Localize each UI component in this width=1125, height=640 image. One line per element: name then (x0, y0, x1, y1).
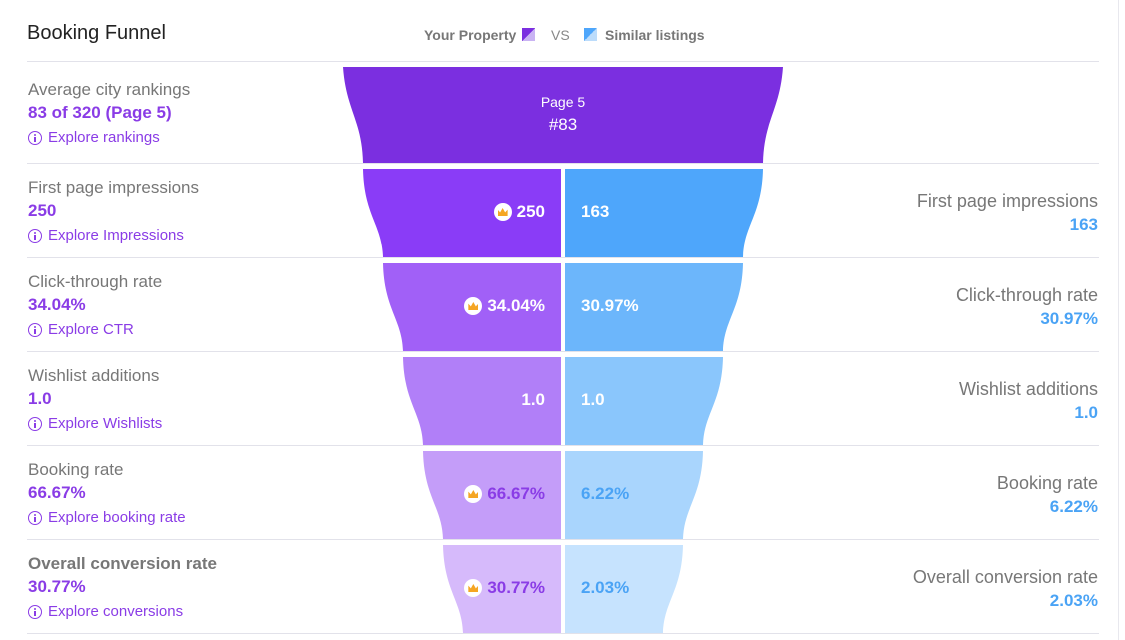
explore-rankings-link[interactable]: Explore rankings (28, 127, 348, 149)
explore-conversions-link[interactable]: Explore conversions (28, 601, 348, 623)
similar-metric-first-page-impressions: First page impressions 163 (778, 189, 1098, 237)
your-ctr-value: 34.04% (383, 296, 545, 316)
legend-your-property: Your Property (424, 27, 517, 43)
funnel-segment-similar-booking (565, 451, 703, 539)
funnel-segment-your-conversion (443, 545, 561, 633)
similar-metric-label: First page impressions (916, 191, 1098, 211)
funnel-segment-top (343, 67, 783, 163)
similar-impressions-value: 163 (581, 202, 610, 221)
explore-booking-rate-link[interactable]: Explore booking rate (28, 507, 348, 529)
card-border (1118, 0, 1119, 640)
metric-booking-rate: Booking rate 66.67% Explore booking rate (28, 459, 348, 529)
metric-label: Wishlist additions (28, 366, 160, 385)
explore-link-text: Explore booking rate (48, 509, 186, 526)
similar-metric-value: 2.03% (1049, 591, 1098, 610)
funnel-segment-similar-wishlists (565, 357, 723, 445)
metric-wishlist-additions: Wishlist additions 1.0 Explore Wishlists (28, 365, 348, 435)
legend: Your Property VS Similar listings (0, 27, 1125, 47)
similar-ctr-value: 30.97% (581, 296, 639, 315)
similar-metric-label: Overall conversion rate (912, 567, 1098, 587)
metric-label: Average city rankings (28, 80, 191, 99)
info-icon (28, 511, 42, 525)
your-wishlists-value: 1.0 (521, 390, 545, 409)
explore-link-text: Explore rankings (48, 129, 160, 146)
similar-metric-value: 30.97% (1040, 309, 1098, 328)
metric-label: Overall conversion rate (28, 554, 217, 573)
funnel-segment-your-wishlists (403, 357, 561, 445)
similar-booking-rate-value: 6.22% (581, 484, 630, 503)
explore-link-text: Explore CTR (48, 321, 134, 338)
metric-overall-conversion-rate: Overall conversion rate 30.77% Explore c… (28, 553, 348, 623)
metric-value: 66.67% (28, 483, 86, 502)
explore-ctr-link[interactable]: Explore CTR (28, 319, 348, 341)
similar-metric-label: Booking rate (996, 473, 1098, 493)
info-icon (28, 131, 42, 145)
metric-value: 83 of 320 (Page 5) (28, 103, 172, 122)
divider (27, 445, 1099, 446)
similar-wishlists-value: 1.0 (581, 390, 605, 409)
divider (27, 539, 1099, 540)
divider (27, 163, 1099, 164)
explore-link-text: Explore Impressions (48, 227, 184, 244)
info-icon (28, 417, 42, 431)
metric-value: 250 (28, 201, 57, 220)
metric-value: 1.0 (28, 389, 52, 408)
explore-link-text: Explore conversions (48, 603, 184, 620)
similar-metric-click-through-rate: Click-through rate 30.97% (778, 283, 1098, 331)
funnel-segment-your-booking (423, 451, 561, 539)
legend-vs: VS (551, 27, 570, 43)
info-icon (28, 323, 42, 337)
metric-label: First page impressions (28, 178, 200, 197)
metric-click-through-rate: Click-through rate 34.04% Explore CTR (28, 271, 348, 341)
explore-link-text: Explore Wishlists (48, 415, 163, 432)
legend-similar-listings: Similar listings (605, 27, 705, 43)
similar-metric-value: 1.0 (1074, 403, 1098, 422)
legend-your-swatch-icon (522, 28, 535, 41)
metric-label: Click-through rate (28, 272, 163, 291)
info-icon (28, 605, 42, 619)
crown-icon (464, 485, 483, 503)
metric-average-city-rankings: Average city rankings 83 of 320 (Page 5)… (28, 79, 348, 149)
legend-similar-swatch-icon (584, 28, 597, 41)
similar-metric-overall-conversion-rate: Overall conversion rate 2.03% (778, 565, 1098, 613)
similar-metric-value: 163 (1069, 215, 1098, 234)
funnel-segment-similar-conversion (565, 545, 683, 633)
similar-metric-booking-rate: Booking rate 6.22% (778, 471, 1098, 519)
divider (27, 351, 1099, 352)
divider (27, 633, 1099, 634)
funnel-segment-your-impressions (363, 169, 561, 257)
similar-metric-label: Click-through rate (955, 285, 1098, 305)
funnel-segment-similar-ctr (565, 263, 743, 351)
crown-icon (464, 297, 483, 315)
funnel-segment-similar-impressions (565, 169, 763, 257)
your-conversion-value: 30.77% (443, 578, 545, 598)
metric-value: 30.77% (28, 577, 86, 596)
your-booking-rate-value: 66.67% (423, 484, 545, 504)
funnel-top-rank: #83 (548, 115, 578, 134)
metric-value: 34.04% (28, 295, 86, 314)
explore-wishlists-link[interactable]: Explore Wishlists (28, 413, 348, 435)
info-icon (28, 229, 42, 243)
crown-icon (493, 203, 512, 221)
similar-metric-label: Wishlist additions (958, 379, 1098, 399)
similar-conversion-value: 2.03% (581, 578, 630, 597)
similar-metric-value: 6.22% (1049, 497, 1098, 516)
page-title: Booking Funnel (27, 22, 166, 44)
funnel-top-page: Page 5 (540, 94, 586, 110)
crown-icon (464, 579, 483, 597)
your-impressions-value: 250 (363, 202, 545, 222)
funnel-top-label: Page 5 #83 (363, 92, 763, 138)
explore-impressions-link[interactable]: Explore Impressions (28, 225, 348, 247)
metric-first-page-impressions: First page impressions 250 Explore Impre… (28, 177, 348, 247)
divider (27, 61, 1099, 62)
similar-metric-wishlist-additions: Wishlist additions 1.0 (778, 377, 1098, 425)
divider (27, 257, 1099, 258)
metric-label: Booking rate (28, 460, 124, 479)
